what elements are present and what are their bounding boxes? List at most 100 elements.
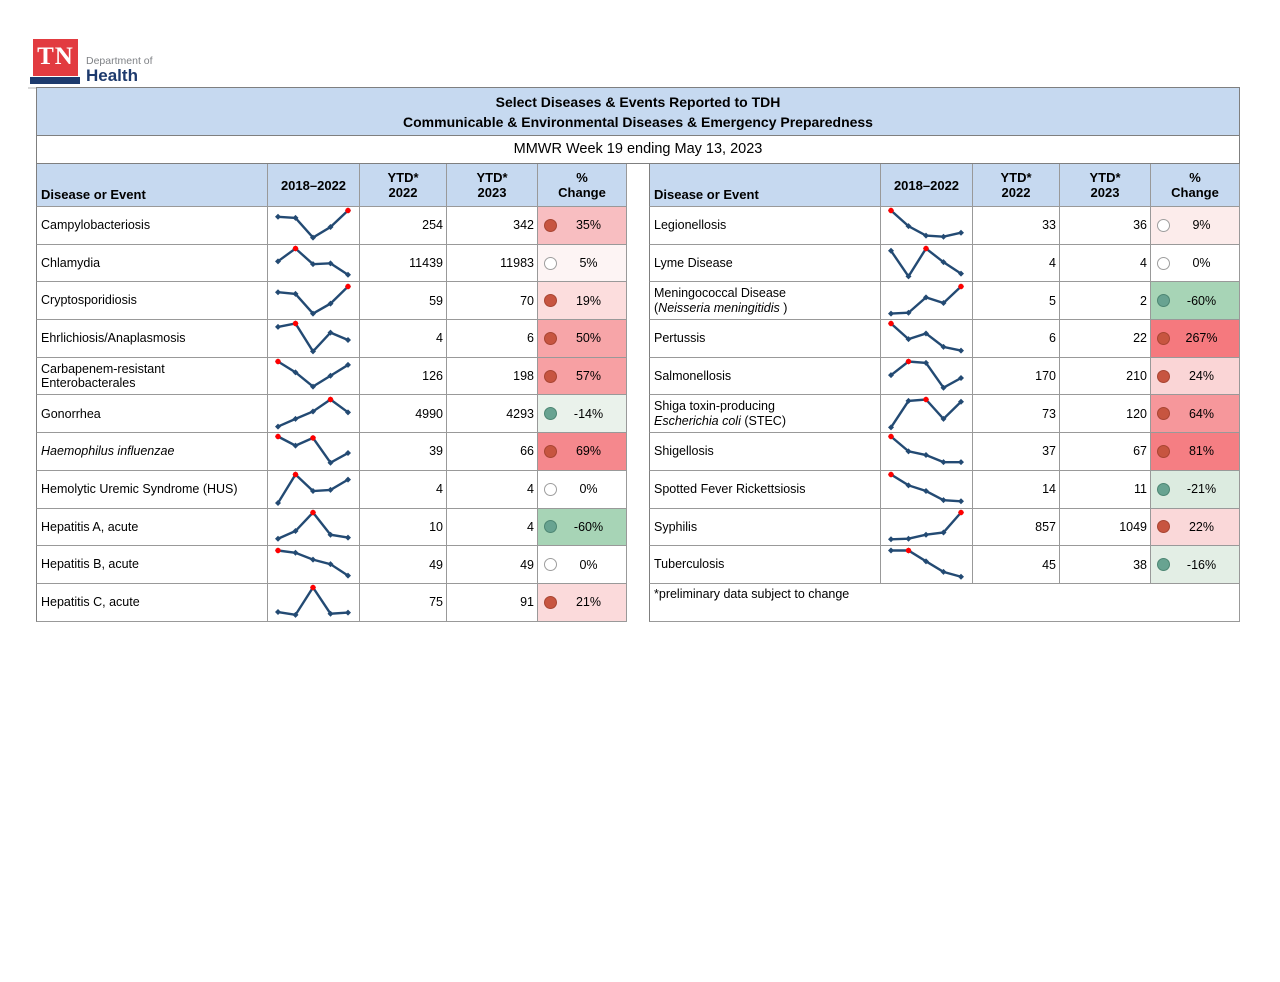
ytd-2022-value: 73	[973, 395, 1060, 434]
disease-name: Cryptosporidiosis	[36, 282, 268, 321]
percent-change-cell: 24%	[1151, 357, 1240, 396]
logo-department-of: Department of	[86, 55, 153, 67]
peak-marker-icon	[274, 547, 281, 553]
sparkline-icon	[887, 207, 964, 241]
col-header-ytd2023: YTD* 2023	[1060, 164, 1151, 207]
trend-sparkline	[881, 508, 973, 547]
ytd-2023-value: 1049	[1060, 508, 1151, 547]
ytd-2022-value: 49	[360, 546, 447, 584]
table-row: Cryptosporidiosis 59 70 19%	[36, 282, 627, 321]
percent-change-cell: 267%	[1151, 320, 1240, 358]
table-row: Hemolytic Uremic Syndrome (HUS) 4 4 0%	[36, 470, 627, 509]
percent-change-cell: -14%	[538, 395, 627, 434]
ytd-2023-value: 91	[447, 583, 538, 622]
report-title: Select Diseases & Events Reported to TDH…	[36, 87, 1240, 136]
col-header-ytd2022: YTD* 2022	[973, 164, 1060, 207]
percent-change-cell: -21%	[1151, 470, 1240, 509]
ytd-2022-value: 37	[973, 433, 1060, 471]
table-row: Hepatitis B, acute 49 49 0%	[36, 546, 627, 584]
percent-change-cell: 35%	[538, 207, 627, 245]
percent-change-cell: 5%	[538, 244, 627, 283]
ytd-2023-value: 198	[447, 357, 538, 396]
peak-marker-icon	[344, 283, 351, 289]
table-row: Hepatitis C, acute 75 91 21%	[36, 583, 627, 622]
trend-sparkline	[881, 546, 973, 584]
footnote: *preliminary data subject to change	[649, 583, 1240, 622]
change-direction-icon	[544, 482, 557, 496]
report-title-line1: Select Diseases & Events Reported to TDH	[495, 94, 781, 110]
disease-name: Haemophilus influenzae	[36, 433, 268, 471]
disease-name: Legionellosis	[649, 207, 881, 245]
peak-marker-icon	[957, 509, 964, 516]
trend-sparkline	[268, 583, 360, 622]
mmwr-week-subtitle: MMWR Week 19 ending May 13, 2023	[36, 136, 1240, 164]
change-direction-icon	[544, 444, 557, 458]
change-direction-icon	[1157, 444, 1170, 458]
ytd-2022-value: 45	[973, 546, 1060, 584]
trend-sparkline	[268, 546, 360, 584]
disease-name: Hepatitis B, acute	[36, 546, 268, 584]
ytd-2023-value: 11	[1060, 470, 1151, 509]
percent-change-value: 267%	[1185, 331, 1218, 346]
col-header-ytd2022: YTD* 2022	[360, 164, 447, 207]
ytd-2023-value: 210	[1060, 357, 1151, 396]
ytd-2023-value: 4293	[447, 395, 538, 434]
ytd-2022-value: 254	[360, 207, 447, 245]
change-direction-icon	[1157, 520, 1170, 534]
col-header-ytd2023: YTD* 2023	[447, 164, 538, 207]
peak-marker-icon	[327, 396, 333, 402]
ytd-2023-value: 49	[447, 546, 538, 584]
change-direction-icon	[1157, 218, 1170, 232]
percent-change-value: 81%	[1188, 444, 1215, 459]
trend-sparkline	[881, 207, 973, 245]
table-row: Tuberculosis 45 38 -16%	[649, 546, 1240, 584]
trend-sparkline	[268, 395, 360, 434]
disease-name: Spotted Fever Rickettsiosis	[649, 470, 881, 509]
col-header-change: % Change	[1151, 164, 1240, 207]
logo-health: Health	[86, 66, 138, 85]
sparkline-icon	[887, 509, 964, 543]
trend-sparkline	[268, 357, 360, 396]
sparkline-icon	[887, 471, 964, 505]
ytd-2022-value: 33	[973, 207, 1060, 245]
percent-change-cell: 57%	[538, 357, 627, 396]
ytd-2023-value: 2	[1060, 282, 1151, 321]
change-direction-icon	[544, 294, 557, 308]
table-row: Ehrlichiosis/Anaplasmosis 4 6 50%	[36, 320, 627, 358]
peak-marker-icon	[905, 358, 911, 365]
ytd-2022-value: 11439	[360, 244, 447, 283]
disease-name: Tuberculosis	[649, 546, 881, 584]
change-direction-icon	[1157, 482, 1170, 496]
table-row: Syphilis 857 1049 22%	[649, 508, 1240, 547]
percent-change-cell: 21%	[538, 583, 627, 622]
trend-sparkline	[881, 395, 973, 434]
change-direction-icon	[544, 331, 557, 345]
trend-sparkline	[268, 470, 360, 509]
sparkline-icon	[274, 471, 351, 507]
disease-name: Syphilis	[649, 508, 881, 547]
sparkline-icon	[887, 245, 964, 280]
trend-sparkline	[268, 244, 360, 283]
sparkline-icon	[887, 396, 964, 431]
sparkline-icon	[887, 358, 964, 391]
peak-marker-icon	[905, 547, 911, 553]
disease-name: Hepatitis A, acute	[36, 508, 268, 547]
sparkline-icon	[274, 320, 351, 355]
disease-name: Pertussis	[649, 320, 881, 358]
trend-sparkline	[268, 508, 360, 547]
table-row: Shigellosis 37 67 81%	[649, 433, 1240, 471]
peak-marker-icon	[309, 435, 316, 442]
percent-change-value: -16%	[1186, 557, 1217, 572]
sparkline-icon	[274, 283, 351, 317]
peak-marker-icon	[887, 434, 894, 440]
change-direction-icon	[1157, 331, 1170, 345]
disease-name: Chlamydia	[36, 244, 268, 283]
percent-change-value: 24%	[1188, 369, 1215, 384]
ytd-2022-value: 5	[973, 282, 1060, 321]
disease-name: Ehrlichiosis/Anaplasmosis	[36, 320, 268, 358]
percent-change-value: 5%	[579, 256, 598, 271]
percent-change-cell: 0%	[538, 546, 627, 584]
change-direction-icon	[1157, 256, 1170, 270]
disease-name: Hemolytic Uremic Syndrome (HUS)	[36, 470, 268, 509]
trend-sparkline	[881, 357, 973, 396]
